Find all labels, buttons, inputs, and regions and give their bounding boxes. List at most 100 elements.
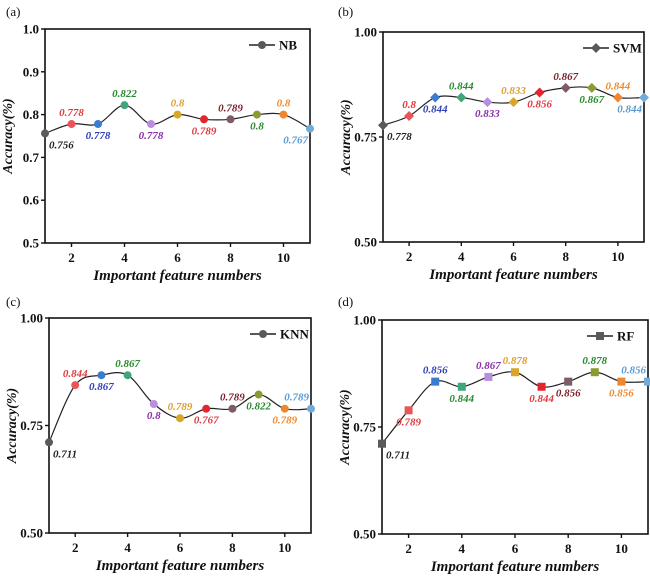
- data-point: [279, 110, 288, 119]
- data-label: 0.844: [606, 81, 631, 93]
- data-point: [280, 404, 289, 413]
- data-point: [147, 120, 155, 129]
- data-point: [67, 120, 76, 129]
- x-tick-label: 10: [611, 249, 624, 264]
- data-point: [94, 120, 102, 129]
- chart-panel: (b) 0.50 0.75 1.00 2 4 6 8 10 Important feature n…: [338, 4, 649, 283]
- data-label: 0.878: [582, 355, 607, 367]
- y-axis-title: Accuracy(%): [338, 389, 353, 465]
- data-label: 0.822: [246, 401, 271, 413]
- y-tick-label: 0.50: [353, 527, 376, 542]
- data-point: [430, 92, 441, 103]
- data-label: 0.867: [115, 358, 140, 370]
- data-point: [586, 82, 597, 93]
- data-point: [149, 400, 158, 408]
- x-tick-label: 8: [562, 249, 569, 264]
- x-tick-label: 4: [124, 540, 131, 555]
- legend-label: SVM: [613, 41, 642, 56]
- panel-letter: (b): [338, 4, 353, 19]
- data-point: [560, 82, 571, 93]
- chart-panel: (c) 0.50 0.75 1.00 2 4 6 8 10 Important feature n…: [5, 294, 315, 574]
- x-axis-title: Important feature numbers: [92, 268, 262, 284]
- data-label: 0.8: [402, 99, 416, 111]
- x-tick-label: 4: [458, 249, 465, 264]
- x-tick-label: 6: [177, 540, 184, 555]
- data-label: 0.789: [220, 392, 245, 404]
- data-point: [226, 115, 235, 124]
- data-point: [404, 406, 413, 415]
- data-point: [644, 377, 650, 386]
- data-point: [456, 92, 467, 103]
- data-point: [617, 377, 626, 386]
- x-axis-title: Important feature numbers: [430, 559, 600, 575]
- data-label: 0.711: [53, 448, 77, 460]
- data-label: 0.856: [527, 98, 552, 110]
- x-tick-label: 6: [174, 250, 181, 265]
- x-tick-label: 8: [227, 250, 234, 265]
- data-label: 0.844: [423, 104, 448, 116]
- data-label: 0.8: [277, 98, 291, 110]
- x-tick-label: 8: [229, 540, 236, 555]
- x-tick-label: 6: [510, 249, 517, 264]
- panel-letter: (a): [6, 4, 20, 19]
- chart-panel: (d) 0.50 0.75 1.00 2 4 6 8 10 Important feature n…: [338, 294, 650, 575]
- data-point: [176, 414, 184, 423]
- data-label: 0.767: [194, 415, 219, 427]
- x-tick-label: 2: [406, 249, 413, 264]
- data-label: 0.844: [617, 104, 642, 116]
- x-tick-label: 10: [277, 250, 290, 265]
- plot-frame: [381, 319, 649, 535]
- data-point: [228, 404, 237, 413]
- data-label: 0.844: [449, 81, 474, 93]
- x-tick-label: 4: [459, 541, 466, 556]
- data-label: 0.789: [396, 416, 421, 428]
- data-label: 0.789: [192, 125, 217, 137]
- data-point: [200, 115, 208, 124]
- data-label: 0.789: [284, 392, 309, 404]
- legend-marker-icon: [596, 332, 604, 340]
- x-tick-label: 2: [72, 540, 79, 555]
- series-line: [381, 371, 649, 445]
- data-label: 0.856: [621, 365, 646, 377]
- data-point: [482, 97, 493, 108]
- x-axis-title: Important feature numbers: [428, 267, 598, 283]
- data-point: [71, 381, 80, 390]
- y-tick-label: 1.00: [353, 313, 376, 328]
- x-tick-label: 2: [68, 250, 75, 265]
- data-label: 0.8: [250, 121, 264, 133]
- data-label: 0.833: [501, 85, 526, 97]
- data-label: 0.789: [272, 415, 297, 427]
- y-tick-label: 0.50: [20, 526, 43, 541]
- data-label: 0.8: [147, 410, 161, 422]
- data-label: 0.822: [112, 88, 137, 100]
- data-point: [202, 404, 211, 413]
- legend-label: KNN: [280, 327, 310, 342]
- x-tick-label: 10: [615, 541, 628, 556]
- data-label: 0.778: [139, 130, 164, 142]
- x-tick-label: 4: [121, 250, 128, 265]
- data-point: [564, 377, 573, 386]
- data-point: [307, 404, 315, 413]
- x-tick-label: 8: [565, 541, 572, 556]
- data-point: [508, 97, 519, 108]
- data-label: 0.867: [579, 94, 604, 106]
- data-point: [511, 368, 519, 377]
- data-label: 0.778: [387, 131, 412, 143]
- data-point: [173, 110, 182, 119]
- legend-marker-icon: [258, 41, 266, 49]
- y-tick-label: 0.75: [353, 420, 376, 435]
- x-tick-label: 10: [278, 540, 291, 555]
- y-tick-label: 0.75: [20, 418, 43, 433]
- data-point: [537, 382, 546, 391]
- data-label: 0.844: [63, 368, 88, 380]
- legend: RF: [587, 329, 634, 344]
- data-point: [123, 371, 132, 380]
- data-label: 0.867: [89, 381, 114, 393]
- data-point: [404, 111, 415, 121]
- data-label: 0.867: [476, 360, 501, 372]
- data-point: [484, 372, 493, 381]
- chart-panel: (a) 0.5 0.6 0.7 0.8 0.9 1.0 2 4 6 8 10 Important fea…: [1, 4, 314, 284]
- data-point: [431, 377, 440, 386]
- data-label: 0.844: [529, 393, 554, 405]
